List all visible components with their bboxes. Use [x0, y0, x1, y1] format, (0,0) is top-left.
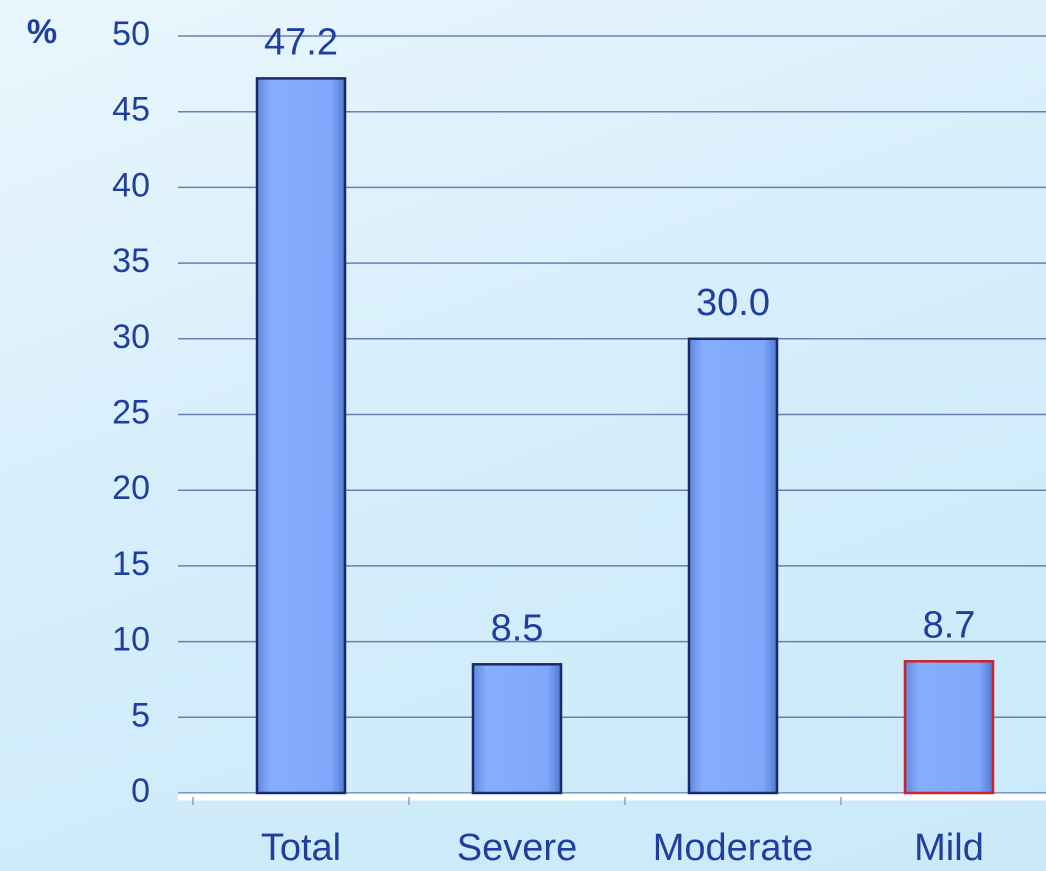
bar — [903, 660, 995, 795]
x-tick-label: Mild — [914, 827, 984, 869]
y-tick-label: 30 — [112, 318, 150, 356]
value-label: 47.2 — [264, 21, 338, 63]
y-tick-label: 15 — [112, 545, 150, 583]
x-tick-label: Severe — [457, 827, 577, 869]
bar — [255, 77, 347, 795]
y-tick-label: 45 — [112, 91, 150, 129]
y-tick-label: 35 — [112, 242, 150, 280]
y-tick-label: 40 — [112, 166, 150, 204]
x-tick-label: Moderate — [653, 827, 814, 869]
y-tick-label: 0 — [131, 772, 150, 810]
value-label: 30.0 — [696, 282, 770, 324]
y-tick-label: 50 — [112, 15, 150, 53]
y-tick-label: 10 — [112, 621, 150, 659]
bar — [687, 337, 779, 795]
x-tick-label: Total — [261, 827, 341, 869]
y-tick-label: 5 — [131, 696, 150, 734]
y-tick-label: 25 — [112, 393, 150, 431]
y-axis-label: % — [27, 13, 57, 51]
y-tick-label: 20 — [112, 469, 150, 507]
value-label: 8.7 — [923, 604, 976, 646]
value-label: 8.5 — [491, 607, 544, 649]
bar — [471, 663, 563, 795]
